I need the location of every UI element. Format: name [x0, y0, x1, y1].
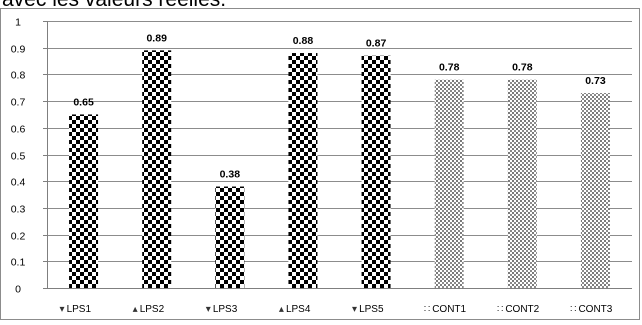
legend-marker-icon: ▾	[352, 304, 357, 315]
data-label-lps3: 0.38	[220, 169, 241, 181]
data-labels: 0.65 0.89 0.38 0.88 0.87 0.78 0.78 0.73	[73, 32, 605, 180]
y-tick-label: 0.2	[11, 231, 26, 243]
bar-lps4	[288, 53, 318, 288]
bar-cont1	[434, 79, 464, 289]
bar-cont2	[507, 79, 537, 289]
legend-label-lps2: LPS2	[140, 304, 165, 315]
bar-lps2	[142, 50, 172, 289]
legend-label-cont1: CONT1	[432, 304, 466, 315]
data-label-lps1: 0.65	[73, 96, 94, 108]
data-label-lps4: 0.88	[293, 35, 314, 47]
bar-lps1	[69, 114, 99, 288]
legend-label-lps3: LPS3	[213, 304, 238, 315]
bar-cont3	[580, 93, 610, 288]
legend-marker-icon: ▾	[60, 304, 65, 315]
legend-label-cont3: CONT3	[578, 304, 612, 315]
data-label-lps2: 0.89	[146, 32, 167, 44]
y-tick-label: 0.3	[11, 204, 26, 216]
legend-marker-icon: ▾	[206, 304, 211, 315]
legend-label-cont2: CONT2	[505, 304, 539, 315]
bars	[69, 50, 610, 289]
data-label-cont1: 0.78	[439, 62, 460, 74]
legend-marker-icon: ∷	[570, 304, 576, 315]
data-label-cont3: 0.73	[585, 75, 606, 87]
y-tick-label: 0.1	[11, 257, 26, 269]
legend-marker-icon: ∷	[497, 304, 503, 315]
legend-label-lps1: LPS1	[67, 304, 92, 315]
legend-marker-icon: ∷	[424, 304, 430, 315]
legend: ▾ LPS1 ▴ LPS2 ▾ LPS3 ▴ LPS4 ▾ LPS5 ∷ CONT1 ∷ CONT2 ∷ CO…	[60, 304, 613, 315]
y-tick-label: 0	[15, 284, 21, 296]
legend-marker-icon: ▴	[133, 304, 138, 315]
chart-top-caption: avec les valeurs réelles.	[2, 0, 226, 12]
y-tick-label: 0.7	[11, 97, 26, 109]
y-tick-label: 0.9	[11, 44, 26, 56]
y-tick-label: 1	[15, 17, 21, 29]
y-tick-label: 0.6	[11, 124, 26, 136]
y-tick-label: 0.8	[11, 70, 26, 82]
legend-label-lps4: LPS4	[286, 304, 311, 315]
legend-label-lps5: LPS5	[359, 304, 384, 315]
bar-lps3	[215, 186, 245, 288]
bar-lps5	[361, 55, 391, 289]
y-axis-tick-labels: 0 0.1 0.2 0.3 0.4 0.5 0.6 0.7 0.8 0.9 1	[11, 17, 26, 296]
data-label-cont2: 0.78	[512, 62, 533, 74]
y-tick-label: 0.5	[11, 151, 26, 163]
y-tick-label: 0.4	[11, 177, 26, 189]
legend-marker-icon: ▴	[279, 304, 284, 315]
data-label-lps5: 0.87	[366, 38, 387, 50]
